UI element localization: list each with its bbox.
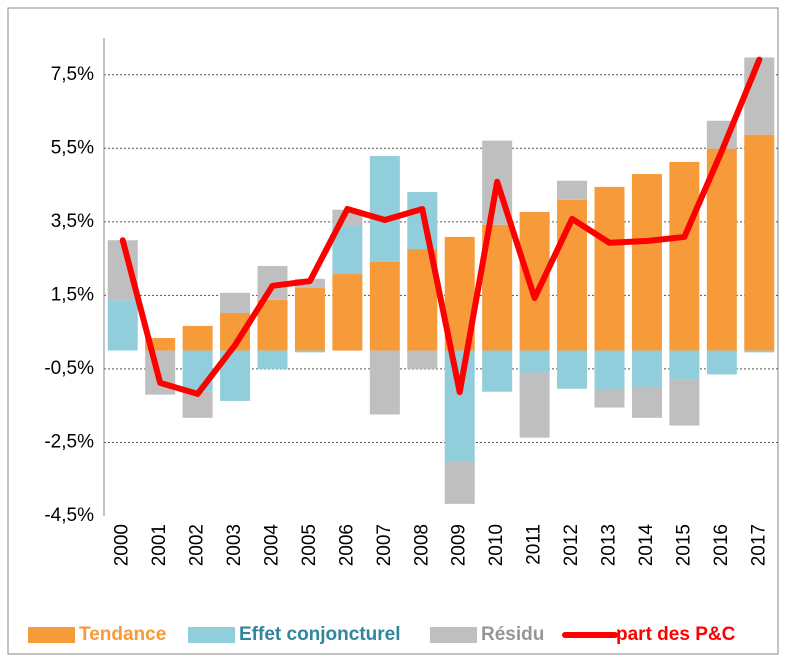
bar	[594, 350, 625, 390]
y-tick-label: 1,5%	[51, 284, 94, 305]
bar	[557, 180, 588, 200]
bar	[669, 350, 700, 380]
x-tick-label: 2009	[449, 524, 470, 566]
bar	[369, 350, 400, 415]
bar	[482, 350, 513, 392]
bar	[594, 186, 625, 351]
bar	[444, 350, 475, 462]
x-tick-label: 2000	[112, 524, 133, 566]
legend-label: Résidu	[481, 624, 544, 645]
bar	[407, 350, 438, 369]
bar	[444, 461, 475, 504]
x-tick-label: 2014	[636, 524, 657, 567]
x-tick-label: 2005	[299, 524, 320, 566]
bar	[294, 288, 325, 351]
bar	[220, 292, 251, 314]
bar	[369, 156, 400, 262]
bar	[631, 386, 662, 418]
x-tick-label: 2017	[748, 524, 769, 566]
y-tick-label: -4,5%	[44, 505, 94, 526]
legend-swatch	[188, 627, 235, 643]
x-tick-label: 2006	[336, 524, 357, 566]
y-tick-label: -2,5%	[44, 431, 94, 452]
bar	[182, 350, 213, 392]
bar	[107, 300, 138, 351]
bar	[257, 350, 288, 369]
legend-label: part des P&C	[616, 624, 736, 645]
x-tick-label: 2004	[262, 524, 283, 567]
x-tick-label: 2003	[224, 524, 245, 566]
y-tick-label: 3,5%	[51, 211, 94, 232]
bar	[594, 389, 625, 408]
bar	[294, 350, 325, 353]
x-tick-label: 2001	[149, 524, 170, 566]
x-tick-label: 2012	[561, 524, 582, 566]
x-tick-label: 2011	[524, 524, 545, 565]
bar	[631, 350, 662, 387]
x-tick-label: 2010	[486, 524, 507, 566]
y-tick-label: 7,5%	[51, 64, 94, 85]
x-tick-label: 2007	[374, 524, 395, 566]
bar	[369, 261, 400, 351]
bar	[519, 372, 550, 438]
bar	[706, 148, 737, 351]
bar	[182, 325, 213, 351]
bar	[557, 350, 588, 389]
y-tick-label: -0,5%	[44, 358, 94, 379]
y-tick-label: 5,5%	[51, 137, 94, 158]
bar	[332, 274, 363, 351]
bar	[519, 350, 550, 373]
x-tick-label: 2002	[187, 524, 208, 566]
bar	[744, 57, 775, 135]
frame	[7, 7, 779, 655]
bar	[744, 134, 775, 351]
x-tick-label: 2015	[673, 524, 694, 566]
x-tick-label: 2013	[599, 524, 620, 566]
bar	[669, 161, 700, 351]
legend-label: Effet conjoncturel	[239, 624, 401, 645]
legend-swatch	[28, 627, 75, 643]
legend-swatch	[430, 627, 477, 643]
legend-label: Tendance	[79, 624, 166, 645]
bar	[631, 174, 662, 351]
bar	[669, 379, 700, 426]
bar	[706, 350, 737, 375]
bar	[744, 350, 775, 353]
x-tick-label: 2008	[411, 524, 432, 566]
bar	[257, 299, 288, 351]
line	[119, 56, 763, 397]
x-tick-label: 2016	[711, 524, 732, 566]
